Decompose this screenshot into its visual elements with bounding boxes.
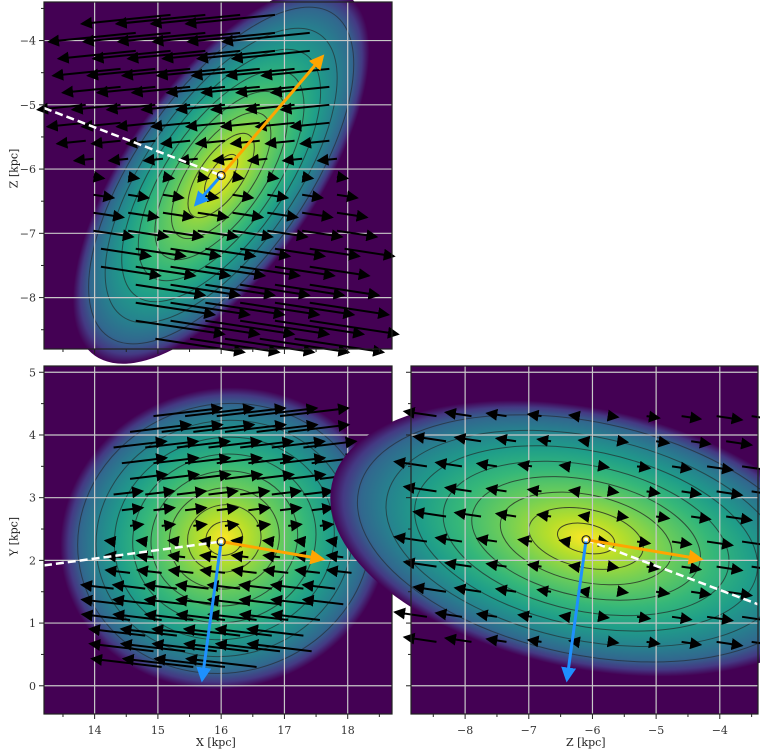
y-tick-label: 5 [29,366,36,379]
x-tick-label: 15 [151,724,165,737]
y-tick-label: −8 [20,292,36,305]
y-tick-label: −6 [20,163,36,176]
blue-vector-arrow [196,541,223,683]
plot-area-xy: 14 15 16 17 18 0 1 2 3 4 5 [29,365,393,737]
y-tick-label: −7 [20,227,36,240]
dashed-axis-line [585,538,759,606]
dashed-axis-line [43,106,222,177]
x-tick-label: 17 [277,724,291,737]
panel-zy: −8 −7 −6 −5 −4 [330,365,760,737]
center-marker [216,536,226,547]
panel-xy: 14 15 16 17 18 0 1 2 3 4 5 [29,365,393,737]
y-tick-label: 3 [29,492,36,505]
panel-xz: −4 −5 −6 −7 −8 [20,0,400,364]
quiver-field [79,403,390,668]
x-tick-label: −5 [648,724,664,737]
y-tick-label: 0 [29,680,36,693]
x-tick-label: 16 [214,724,228,737]
x-tick-label: −6 [584,724,600,737]
x-tick-label: 18 [341,724,355,737]
dashed-axis-line [43,540,222,567]
y-tick-label: 1 [29,617,36,630]
xlabel-x: X [kpc] [196,736,236,749]
center-marker [216,170,226,181]
y-tick-label: 2 [29,554,36,567]
plot-area-xz: −4 −5 −6 −7 −8 [20,0,400,364]
x-tick-label: −7 [521,724,537,737]
center-marker [581,535,591,545]
blue-vector-arrow [193,174,223,207]
xlabel-z: Z [kpc] [566,736,606,749]
quiver-field [35,13,400,357]
plot-area-zy: −8 −7 −6 −5 −4 [330,365,760,737]
orange-vector-arrow [220,540,326,565]
quiver-field [393,406,760,651]
ylabel-y: Y [kpc] [7,516,21,557]
x-tick-label: 14 [88,724,102,737]
orange-vector-arrow [220,54,325,177]
blue-vector-arrow [561,539,588,683]
orange-vector-arrow [585,538,704,565]
x-tick-label: −8 [457,724,473,737]
x-tick-label: −4 [712,724,728,737]
y-tick-label: 4 [29,429,36,442]
y-tick-label: −4 [20,35,36,48]
y-tick-label: −5 [20,99,36,112]
ylabel-z: Z [kpc] [7,148,21,189]
